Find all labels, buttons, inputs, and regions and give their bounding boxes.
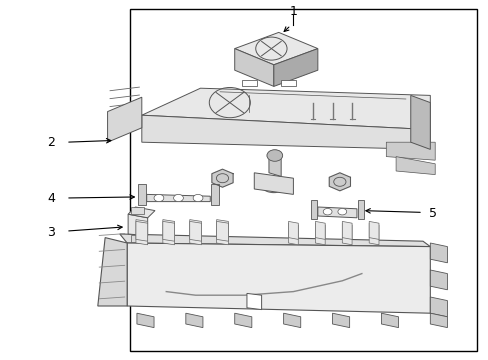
Polygon shape bbox=[163, 220, 174, 245]
Polygon shape bbox=[332, 313, 349, 328]
Polygon shape bbox=[234, 49, 273, 86]
Polygon shape bbox=[136, 220, 147, 245]
Circle shape bbox=[154, 194, 163, 202]
Polygon shape bbox=[146, 194, 210, 202]
Polygon shape bbox=[273, 49, 317, 86]
Polygon shape bbox=[142, 115, 429, 149]
Polygon shape bbox=[317, 207, 356, 218]
Polygon shape bbox=[107, 97, 142, 142]
Polygon shape bbox=[254, 173, 293, 194]
Polygon shape bbox=[315, 221, 325, 239]
Text: 4: 4 bbox=[47, 192, 55, 205]
Polygon shape bbox=[138, 184, 145, 205]
Polygon shape bbox=[429, 243, 447, 263]
Text: 3: 3 bbox=[47, 226, 55, 239]
Text: 2: 2 bbox=[47, 136, 55, 149]
Polygon shape bbox=[189, 220, 201, 245]
Polygon shape bbox=[216, 221, 228, 241]
Polygon shape bbox=[283, 313, 300, 328]
Polygon shape bbox=[429, 297, 447, 317]
Polygon shape bbox=[315, 223, 325, 245]
Polygon shape bbox=[216, 220, 228, 245]
Circle shape bbox=[337, 208, 346, 215]
Polygon shape bbox=[185, 313, 203, 328]
Polygon shape bbox=[242, 80, 256, 86]
Polygon shape bbox=[381, 313, 398, 328]
Polygon shape bbox=[142, 88, 429, 130]
Polygon shape bbox=[98, 238, 127, 306]
Polygon shape bbox=[120, 234, 429, 247]
Polygon shape bbox=[429, 270, 447, 290]
Polygon shape bbox=[342, 221, 351, 239]
Polygon shape bbox=[268, 155, 281, 176]
Polygon shape bbox=[429, 313, 447, 328]
Polygon shape bbox=[310, 200, 316, 219]
Polygon shape bbox=[127, 243, 429, 313]
Bar bbox=[130, 235, 144, 242]
Polygon shape bbox=[211, 184, 219, 205]
Polygon shape bbox=[189, 221, 201, 241]
Polygon shape bbox=[410, 95, 429, 149]
Polygon shape bbox=[368, 223, 378, 245]
Circle shape bbox=[323, 208, 331, 215]
Polygon shape bbox=[288, 223, 298, 245]
Polygon shape bbox=[246, 293, 261, 310]
Circle shape bbox=[193, 194, 203, 202]
Polygon shape bbox=[288, 221, 298, 239]
Polygon shape bbox=[136, 221, 147, 241]
Polygon shape bbox=[128, 214, 147, 236]
Polygon shape bbox=[342, 223, 351, 245]
Polygon shape bbox=[211, 169, 233, 187]
Polygon shape bbox=[368, 221, 378, 239]
Bar bbox=[129, 9, 476, 351]
Bar bbox=[130, 207, 144, 214]
Polygon shape bbox=[137, 313, 154, 328]
Circle shape bbox=[266, 150, 282, 161]
Polygon shape bbox=[395, 157, 434, 175]
Polygon shape bbox=[386, 142, 434, 160]
Text: 5: 5 bbox=[428, 207, 436, 220]
Polygon shape bbox=[357, 200, 364, 219]
Polygon shape bbox=[328, 173, 350, 191]
Polygon shape bbox=[163, 221, 174, 241]
Polygon shape bbox=[281, 80, 295, 86]
Polygon shape bbox=[234, 313, 251, 328]
Circle shape bbox=[173, 194, 183, 202]
Polygon shape bbox=[128, 207, 155, 218]
Polygon shape bbox=[234, 32, 317, 65]
Text: 1: 1 bbox=[289, 5, 297, 18]
